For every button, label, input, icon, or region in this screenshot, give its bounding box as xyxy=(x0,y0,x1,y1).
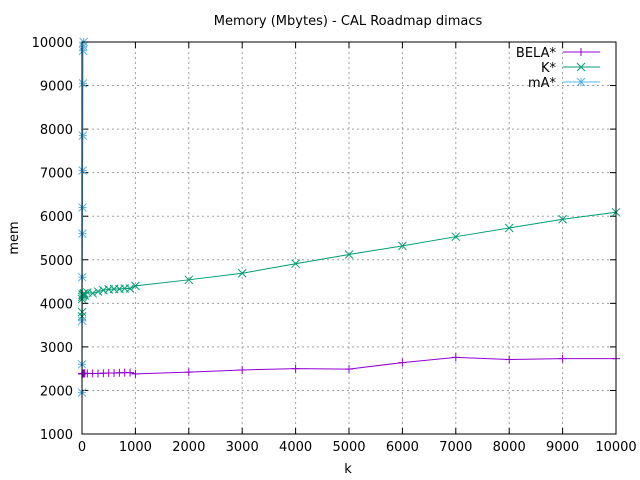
data-point xyxy=(398,358,407,367)
y-tick-label: 5000 xyxy=(40,254,73,269)
data-point xyxy=(291,259,300,269)
data-point xyxy=(78,42,88,51)
data-point xyxy=(451,232,461,242)
data-point xyxy=(82,288,92,297)
data-point xyxy=(398,241,407,251)
y-tick-label: 3000 xyxy=(40,341,73,356)
legend-marker xyxy=(576,62,586,72)
y-tick-label: 1000 xyxy=(40,428,73,443)
y-axis-label: mem xyxy=(7,221,22,254)
data-point xyxy=(238,365,247,374)
data-point xyxy=(131,281,140,291)
x-tick-label: 1000 xyxy=(119,440,152,455)
legend-label: BELA* xyxy=(516,46,557,61)
grid xyxy=(82,42,616,434)
x-tick-label: 0 xyxy=(78,440,86,455)
y-tick-label: 10000 xyxy=(32,36,73,51)
x-tick-label: 5000 xyxy=(332,440,365,455)
y-tick-label: 4000 xyxy=(40,297,73,312)
data-point xyxy=(78,203,87,212)
x-axis-label: k xyxy=(344,462,352,477)
legend: BELA*K*mA* xyxy=(516,46,600,91)
data-point xyxy=(558,354,567,363)
y-tick-label: 7000 xyxy=(40,167,73,182)
axis-ticks: 0 1000 2000 3000 4000 5000 6000 7000 8000 9000 100… xyxy=(32,36,637,455)
y-tick-label: 8000 xyxy=(40,123,73,138)
series-bela-star xyxy=(78,353,620,378)
x-tick-label: 6000 xyxy=(386,440,419,455)
data-point xyxy=(93,287,103,296)
y-tick-label: 2000 xyxy=(40,384,73,399)
chart-title: Memory (Mbytes) - CAL Roadmap dimacs xyxy=(214,14,483,29)
data-point xyxy=(237,268,247,278)
data-point xyxy=(78,166,87,175)
plot-frame xyxy=(81,41,617,435)
data-point xyxy=(291,364,300,373)
data-point xyxy=(79,288,89,298)
data-point xyxy=(88,288,98,298)
y-tick-label: 9000 xyxy=(40,80,73,95)
data-point xyxy=(505,355,514,364)
x-tick-label: 9000 xyxy=(546,440,579,455)
data-point xyxy=(345,365,353,374)
data-point xyxy=(99,285,108,295)
x-tick-label: 2000 xyxy=(172,440,205,455)
y-tick-label: 6000 xyxy=(40,210,73,225)
x-tick-label: 4000 xyxy=(279,440,312,455)
legend-label: K* xyxy=(541,61,557,76)
legend-marker xyxy=(576,77,586,87)
data-point xyxy=(344,250,354,259)
data-point xyxy=(126,368,135,377)
series-ma-star xyxy=(77,37,88,397)
data-point xyxy=(451,353,460,362)
data-point xyxy=(78,131,88,140)
data-point xyxy=(78,79,88,88)
data-point xyxy=(78,291,88,300)
x-tick-label: 3000 xyxy=(226,440,259,455)
data-point xyxy=(131,369,140,378)
data-point xyxy=(125,284,135,293)
data-point xyxy=(558,214,567,224)
x-tick-label: 7000 xyxy=(439,440,472,455)
x-tick-label: 8000 xyxy=(493,440,526,455)
legend-label: mA* xyxy=(528,76,557,91)
x-tick-label: 10000 xyxy=(595,440,636,455)
data-point xyxy=(504,223,514,233)
series-k-star xyxy=(77,207,621,321)
data-point xyxy=(184,368,193,377)
legend-marker xyxy=(577,48,585,56)
data-point xyxy=(184,275,194,285)
